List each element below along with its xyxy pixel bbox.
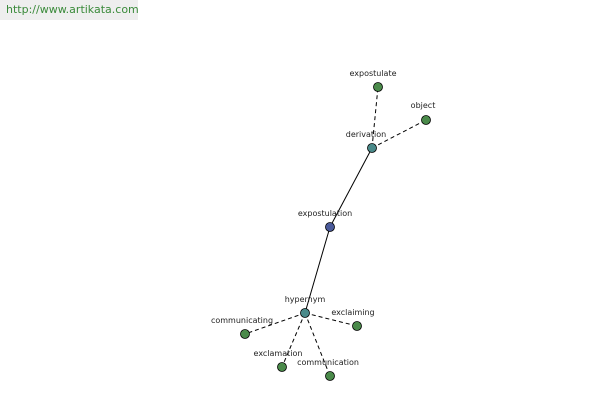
- node: [277, 362, 287, 372]
- node: [300, 308, 310, 318]
- node-label: expostulation: [298, 209, 352, 218]
- node-label: communicating: [211, 316, 273, 325]
- node-label: communication: [297, 358, 359, 367]
- edge: [244, 312, 306, 335]
- node-label: expostulate: [349, 69, 396, 78]
- site-url[interactable]: http://www.artikata.com: [0, 0, 139, 20]
- node-label: exclaiming: [331, 308, 374, 317]
- node: [421, 115, 431, 125]
- edge: [304, 226, 331, 314]
- node-label: derivation: [346, 130, 386, 139]
- node-label: hypernym: [285, 295, 326, 304]
- edge: [371, 119, 427, 149]
- node: [325, 222, 335, 232]
- edge: [304, 312, 358, 327]
- node: [325, 371, 335, 381]
- edge: [281, 312, 306, 368]
- node: [373, 82, 383, 92]
- node: [240, 329, 250, 339]
- edge: [371, 86, 379, 149]
- node: [352, 321, 362, 331]
- edge: [304, 312, 331, 377]
- node: [367, 143, 377, 153]
- edge: [329, 147, 373, 228]
- node-label: exclamation: [254, 349, 303, 358]
- node-label: object: [411, 101, 436, 110]
